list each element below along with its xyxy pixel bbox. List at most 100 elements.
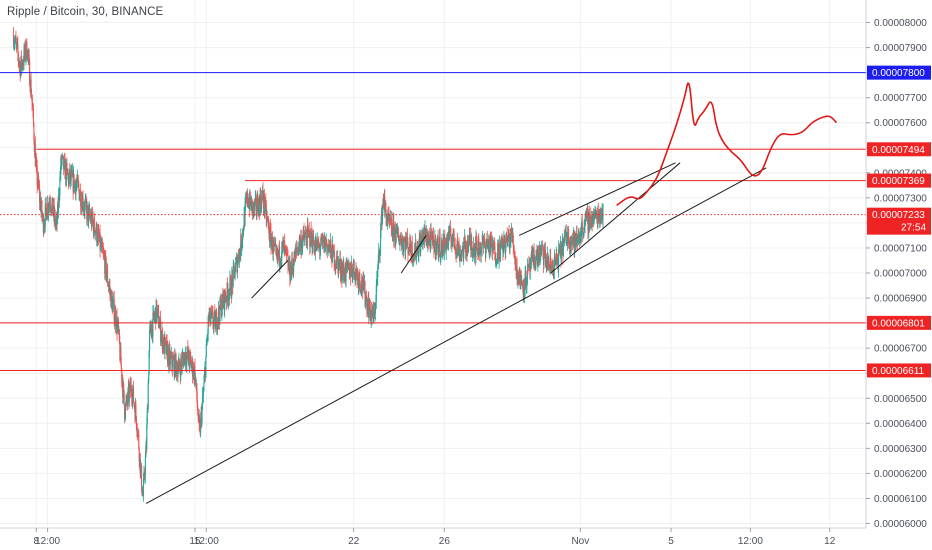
candle (74, 179, 76, 185)
candle-body (274, 244, 276, 246)
candle-body (357, 276, 359, 288)
x-tick-label: 26 (439, 536, 451, 547)
candle (328, 244, 330, 253)
candle-body (375, 302, 377, 305)
candle-body (133, 386, 135, 403)
candle (343, 258, 345, 276)
candle-body (382, 199, 384, 208)
candle (205, 338, 207, 359)
candle-body (380, 230, 382, 251)
candle-body (464, 237, 466, 241)
candle-body (50, 208, 52, 211)
candle-body (391, 230, 393, 232)
candle-body (526, 266, 529, 284)
candle (245, 192, 247, 208)
candle (563, 229, 565, 247)
candle-body (79, 195, 81, 200)
candle-body (270, 242, 273, 249)
candle (156, 304, 158, 322)
candle-body (67, 174, 69, 176)
candle-body (126, 395, 128, 402)
candle (401, 234, 403, 256)
candle (306, 217, 308, 251)
candle-body (245, 198, 247, 202)
candle (513, 244, 515, 259)
candle-body (208, 315, 210, 320)
candle-body (48, 202, 50, 209)
candle-body (209, 308, 211, 322)
grid-layer (0, 0, 866, 526)
candle (26, 38, 28, 60)
price-level-tag (867, 142, 931, 157)
candle (336, 250, 338, 269)
price-level-tag-label: 0.00007800 (872, 68, 925, 79)
candle (351, 264, 353, 283)
candle-body (557, 259, 559, 262)
candle-body (175, 362, 178, 374)
candle-body (228, 290, 230, 299)
candle-body (560, 247, 563, 260)
candle-body (530, 253, 532, 269)
candle (376, 270, 378, 293)
candle-body (508, 229, 510, 238)
candle-body (475, 235, 477, 258)
x-tick-label: Nov (571, 536, 589, 547)
candle-body (453, 237, 455, 248)
candle-body (397, 226, 399, 235)
candle (112, 296, 114, 312)
candle-body (146, 424, 148, 449)
candle (548, 264, 550, 270)
candle-body (392, 219, 394, 222)
candle-body (224, 290, 226, 299)
candle-body (459, 254, 461, 261)
candle-body (356, 273, 358, 281)
candle-body (123, 383, 125, 391)
candle-body (43, 226, 45, 233)
candle (43, 220, 45, 236)
candle-body (40, 207, 42, 211)
candle-body (224, 290, 226, 310)
candle-body (495, 257, 497, 264)
candle-body (37, 185, 39, 187)
candle-body (377, 260, 379, 268)
candle (63, 157, 65, 171)
candle-body (400, 237, 402, 239)
candle-body (472, 252, 474, 256)
candle (357, 271, 359, 295)
candle-body (113, 299, 115, 323)
candle-body (229, 278, 231, 279)
candle-body (548, 261, 550, 266)
candle-body (543, 252, 545, 266)
candle (122, 377, 124, 404)
candle-body (491, 238, 493, 242)
candle-body (411, 241, 413, 261)
candle-body (103, 252, 105, 255)
candle-body (471, 247, 473, 256)
candle (230, 274, 232, 296)
candle-body (366, 297, 368, 312)
candle (440, 255, 442, 266)
candle (356, 267, 358, 286)
candle (149, 324, 151, 358)
candle-body (335, 264, 337, 267)
candle (303, 223, 305, 246)
candle-body (207, 316, 209, 334)
candle-body (202, 390, 205, 396)
candle-body (210, 311, 212, 319)
candle (254, 190, 256, 205)
candle-body (512, 235, 514, 247)
candle (590, 207, 592, 228)
candle-body (55, 221, 57, 224)
candle-body (302, 239, 304, 248)
candle-body (152, 312, 154, 337)
candle-body (311, 234, 313, 249)
candle-body (486, 239, 488, 246)
candle (415, 253, 418, 265)
candle-body (207, 333, 209, 337)
candle-body (328, 245, 330, 249)
candle-body (202, 395, 204, 396)
candle-body (303, 230, 305, 232)
candle (330, 245, 333, 262)
